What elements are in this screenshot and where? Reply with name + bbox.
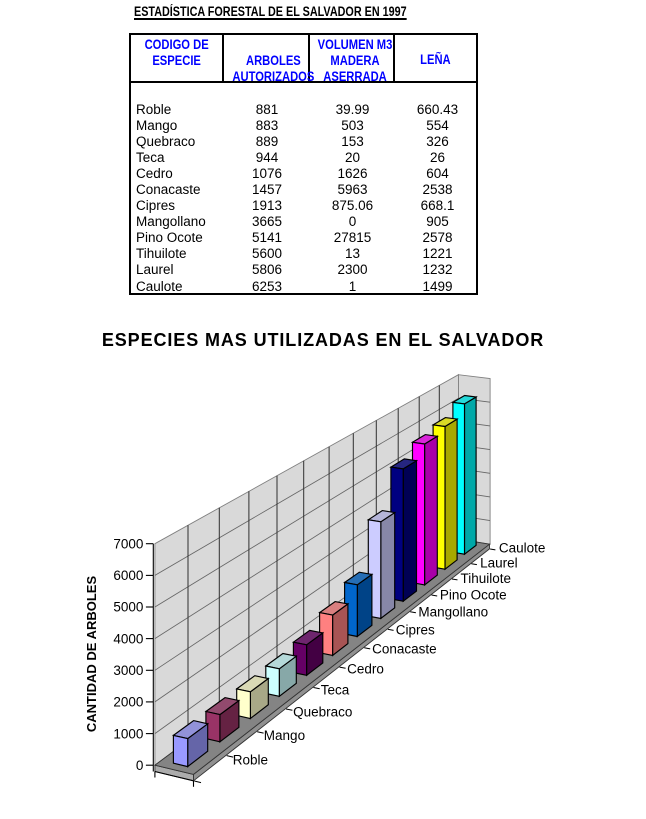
- svg-text:5000: 5000: [113, 600, 143, 615]
- svg-text:4000: 4000: [113, 631, 143, 646]
- svg-text:2000: 2000: [113, 695, 143, 710]
- svg-text:Cipres: Cipres: [396, 623, 435, 638]
- svg-text:6000: 6000: [113, 568, 143, 583]
- svg-text:Roble: Roble: [233, 753, 268, 768]
- svg-text:1000: 1000: [113, 726, 143, 741]
- svg-text:Teca: Teca: [321, 682, 350, 697]
- svg-text:Quebraco: Quebraco: [293, 705, 352, 720]
- svg-text:0: 0: [136, 758, 144, 773]
- svg-text:Conacaste: Conacaste: [372, 642, 437, 657]
- svg-text:7000: 7000: [113, 536, 143, 551]
- svg-text:Mangollano: Mangollano: [418, 605, 488, 620]
- svg-text:Caulote: Caulote: [499, 541, 546, 556]
- svg-text:Pino Ocote: Pino Ocote: [440, 588, 507, 603]
- svg-text:Mango: Mango: [264, 728, 305, 743]
- svg-text:Laurel: Laurel: [480, 556, 518, 571]
- svg-text:Tihuilote: Tihuilote: [461, 571, 512, 586]
- svg-text:3000: 3000: [113, 663, 143, 678]
- svg-text:CANTIDAD DE ARBOLES: CANTIDAD DE ARBOLES: [84, 576, 99, 733]
- svg-text:Cedro: Cedro: [347, 662, 384, 677]
